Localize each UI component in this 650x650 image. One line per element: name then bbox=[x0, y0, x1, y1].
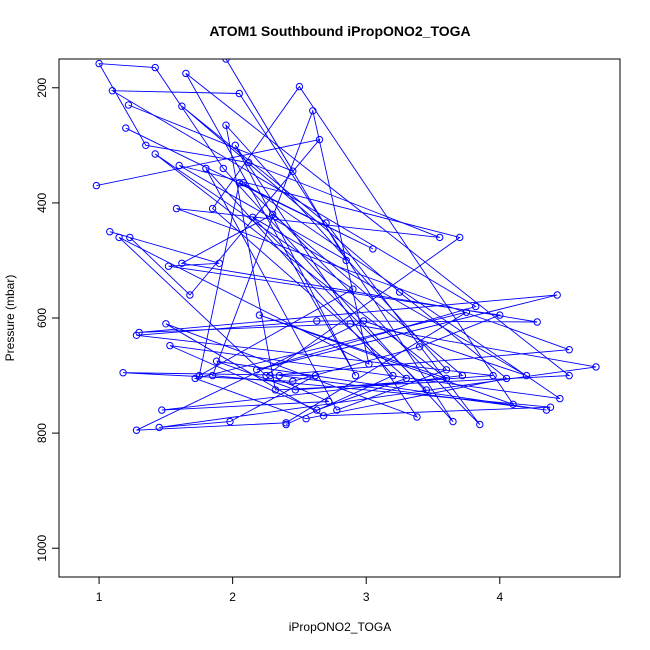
data-point bbox=[222, 121, 230, 129]
x-tick-label: 3 bbox=[363, 590, 370, 604]
series-line-2 bbox=[125, 85, 561, 431]
data-point bbox=[178, 259, 186, 267]
data-point bbox=[342, 256, 350, 265]
y-tick-label: 600 bbox=[35, 308, 49, 328]
data-point bbox=[191, 374, 199, 383]
data-point bbox=[319, 412, 328, 420]
data-point bbox=[162, 320, 170, 328]
data-point bbox=[282, 420, 290, 429]
x-axis-label: iPropONO2_TOGA bbox=[289, 620, 391, 634]
data-point bbox=[226, 417, 234, 426]
x-axis: 1 2 3 4 bbox=[96, 576, 503, 604]
data-point bbox=[235, 89, 244, 98]
data-point bbox=[151, 150, 159, 158]
data-point bbox=[565, 371, 573, 380]
data-point bbox=[92, 181, 101, 190]
data-point bbox=[289, 377, 297, 385]
data-point bbox=[219, 164, 228, 173]
y-tick-label: 800 bbox=[35, 423, 49, 443]
data-point bbox=[262, 371, 270, 380]
data-point bbox=[291, 386, 300, 394]
data-point bbox=[119, 369, 127, 377]
data-point bbox=[132, 331, 141, 339]
data-point bbox=[208, 204, 217, 213]
data-point bbox=[126, 233, 134, 242]
data-point bbox=[222, 59, 230, 63]
x-tick-label: 1 bbox=[96, 590, 103, 604]
data-point bbox=[553, 291, 561, 299]
data-point bbox=[124, 101, 133, 109]
data-point bbox=[556, 394, 564, 403]
data-point bbox=[255, 311, 264, 319]
data-point bbox=[115, 233, 123, 242]
y-tick-label: 200 bbox=[35, 77, 49, 97]
data-point bbox=[462, 308, 471, 316]
data-point bbox=[182, 69, 190, 78]
data-point bbox=[175, 161, 183, 170]
data-point bbox=[186, 291, 194, 299]
x-tick-label: 4 bbox=[496, 590, 503, 604]
data-point bbox=[271, 386, 280, 394]
data-point bbox=[496, 311, 504, 319]
data-point bbox=[164, 262, 173, 270]
data-point bbox=[231, 141, 240, 150]
data-point bbox=[359, 317, 368, 325]
data-point bbox=[311, 371, 320, 380]
data-point bbox=[522, 371, 531, 380]
data-point bbox=[449, 417, 457, 426]
chart-title: ATOM1 Southbound iPropONO2_TOGA bbox=[209, 23, 470, 39]
data-point bbox=[132, 426, 141, 434]
data-point bbox=[151, 63, 159, 72]
data-point bbox=[476, 420, 484, 429]
data-point bbox=[422, 386, 430, 394]
data-point bbox=[489, 371, 497, 380]
series-line-3 bbox=[118, 59, 571, 425]
data-point bbox=[456, 233, 464, 242]
data-point bbox=[546, 403, 555, 411]
y-axis-label: Pressure (mbar) bbox=[3, 275, 17, 362]
data-point bbox=[402, 374, 410, 383]
data-point bbox=[289, 167, 297, 175]
data-point bbox=[436, 233, 444, 242]
data-point bbox=[142, 141, 150, 150]
data-point bbox=[415, 343, 424, 351]
data-point bbox=[395, 288, 404, 296]
data-point bbox=[365, 360, 373, 368]
data-point bbox=[333, 406, 341, 414]
data-point bbox=[178, 102, 186, 110]
data-point bbox=[95, 59, 103, 68]
data-point bbox=[351, 371, 360, 380]
data-point bbox=[172, 204, 181, 213]
x-tick-label: 2 bbox=[229, 590, 236, 604]
data-point bbox=[413, 413, 421, 421]
data-point bbox=[389, 371, 397, 380]
data-point bbox=[309, 107, 317, 115]
series-layer bbox=[92, 59, 600, 434]
data-point bbox=[472, 302, 480, 311]
y-tick-label: 1000 bbox=[35, 535, 49, 562]
data-point bbox=[202, 164, 210, 173]
data-point bbox=[369, 245, 377, 253]
data-point bbox=[155, 423, 163, 432]
data-point bbox=[565, 346, 573, 354]
y-tick-label: 400 bbox=[35, 193, 49, 213]
data-point bbox=[158, 406, 166, 414]
y-axis: 200 400 600 800 1000 bbox=[35, 77, 60, 562]
data-point bbox=[235, 179, 244, 187]
data-point bbox=[106, 228, 114, 236]
data-point bbox=[458, 371, 467, 380]
data-point bbox=[533, 318, 541, 326]
data-point bbox=[275, 371, 284, 380]
data-point bbox=[166, 341, 174, 350]
data-point bbox=[208, 371, 217, 380]
data-point bbox=[313, 317, 321, 325]
data-point bbox=[592, 363, 600, 371]
data-point bbox=[295, 82, 304, 91]
data-point bbox=[122, 124, 130, 132]
data-point bbox=[442, 366, 451, 374]
data-point bbox=[108, 87, 117, 95]
